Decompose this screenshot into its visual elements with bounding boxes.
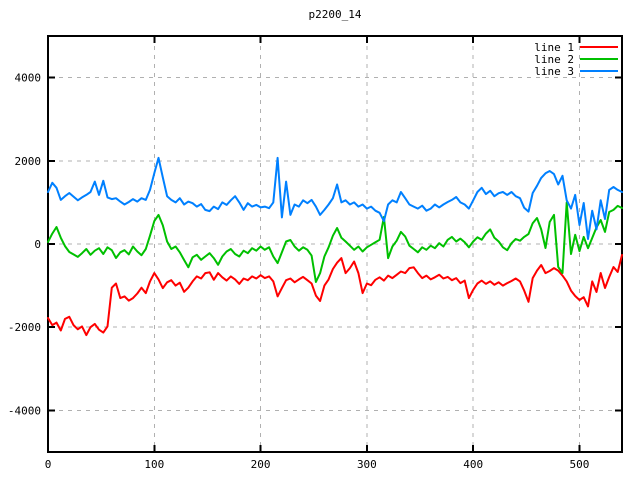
legend-label-line1: line 1 — [534, 41, 574, 54]
y-tick-label: -2000 — [8, 321, 41, 334]
y-tick-label: 0 — [34, 238, 41, 251]
gridlines — [50, 37, 621, 451]
chart-title: p2200_14 — [309, 8, 362, 21]
x-tick-label: 400 — [463, 458, 483, 471]
tick-labels: -4000 -2000 0 2000 4000 0 100 200 300 400 500 — [8, 72, 590, 471]
x-tick-label: 100 — [144, 458, 164, 471]
series-line-3 — [47, 156, 623, 240]
y-tick-label: 2000 — [15, 155, 42, 168]
legend-label-line3: line 3 — [534, 65, 574, 78]
series-line-1 — [47, 254, 623, 337]
plot-frame — [47, 35, 623, 453]
x-tick-label: 0 — [45, 458, 52, 471]
series-lines — [47, 156, 623, 337]
legend: line 1 line 2 line 3 — [534, 41, 618, 78]
y-tick-label: -4000 — [8, 404, 41, 417]
y-tick-label: 4000 — [15, 72, 42, 85]
x-tick-label: 500 — [570, 458, 590, 471]
series-line-2 — [47, 201, 623, 283]
x-tick-label: 300 — [357, 458, 377, 471]
x-tick-label: 200 — [251, 458, 271, 471]
legend-label-line2: line 2 — [534, 53, 574, 66]
